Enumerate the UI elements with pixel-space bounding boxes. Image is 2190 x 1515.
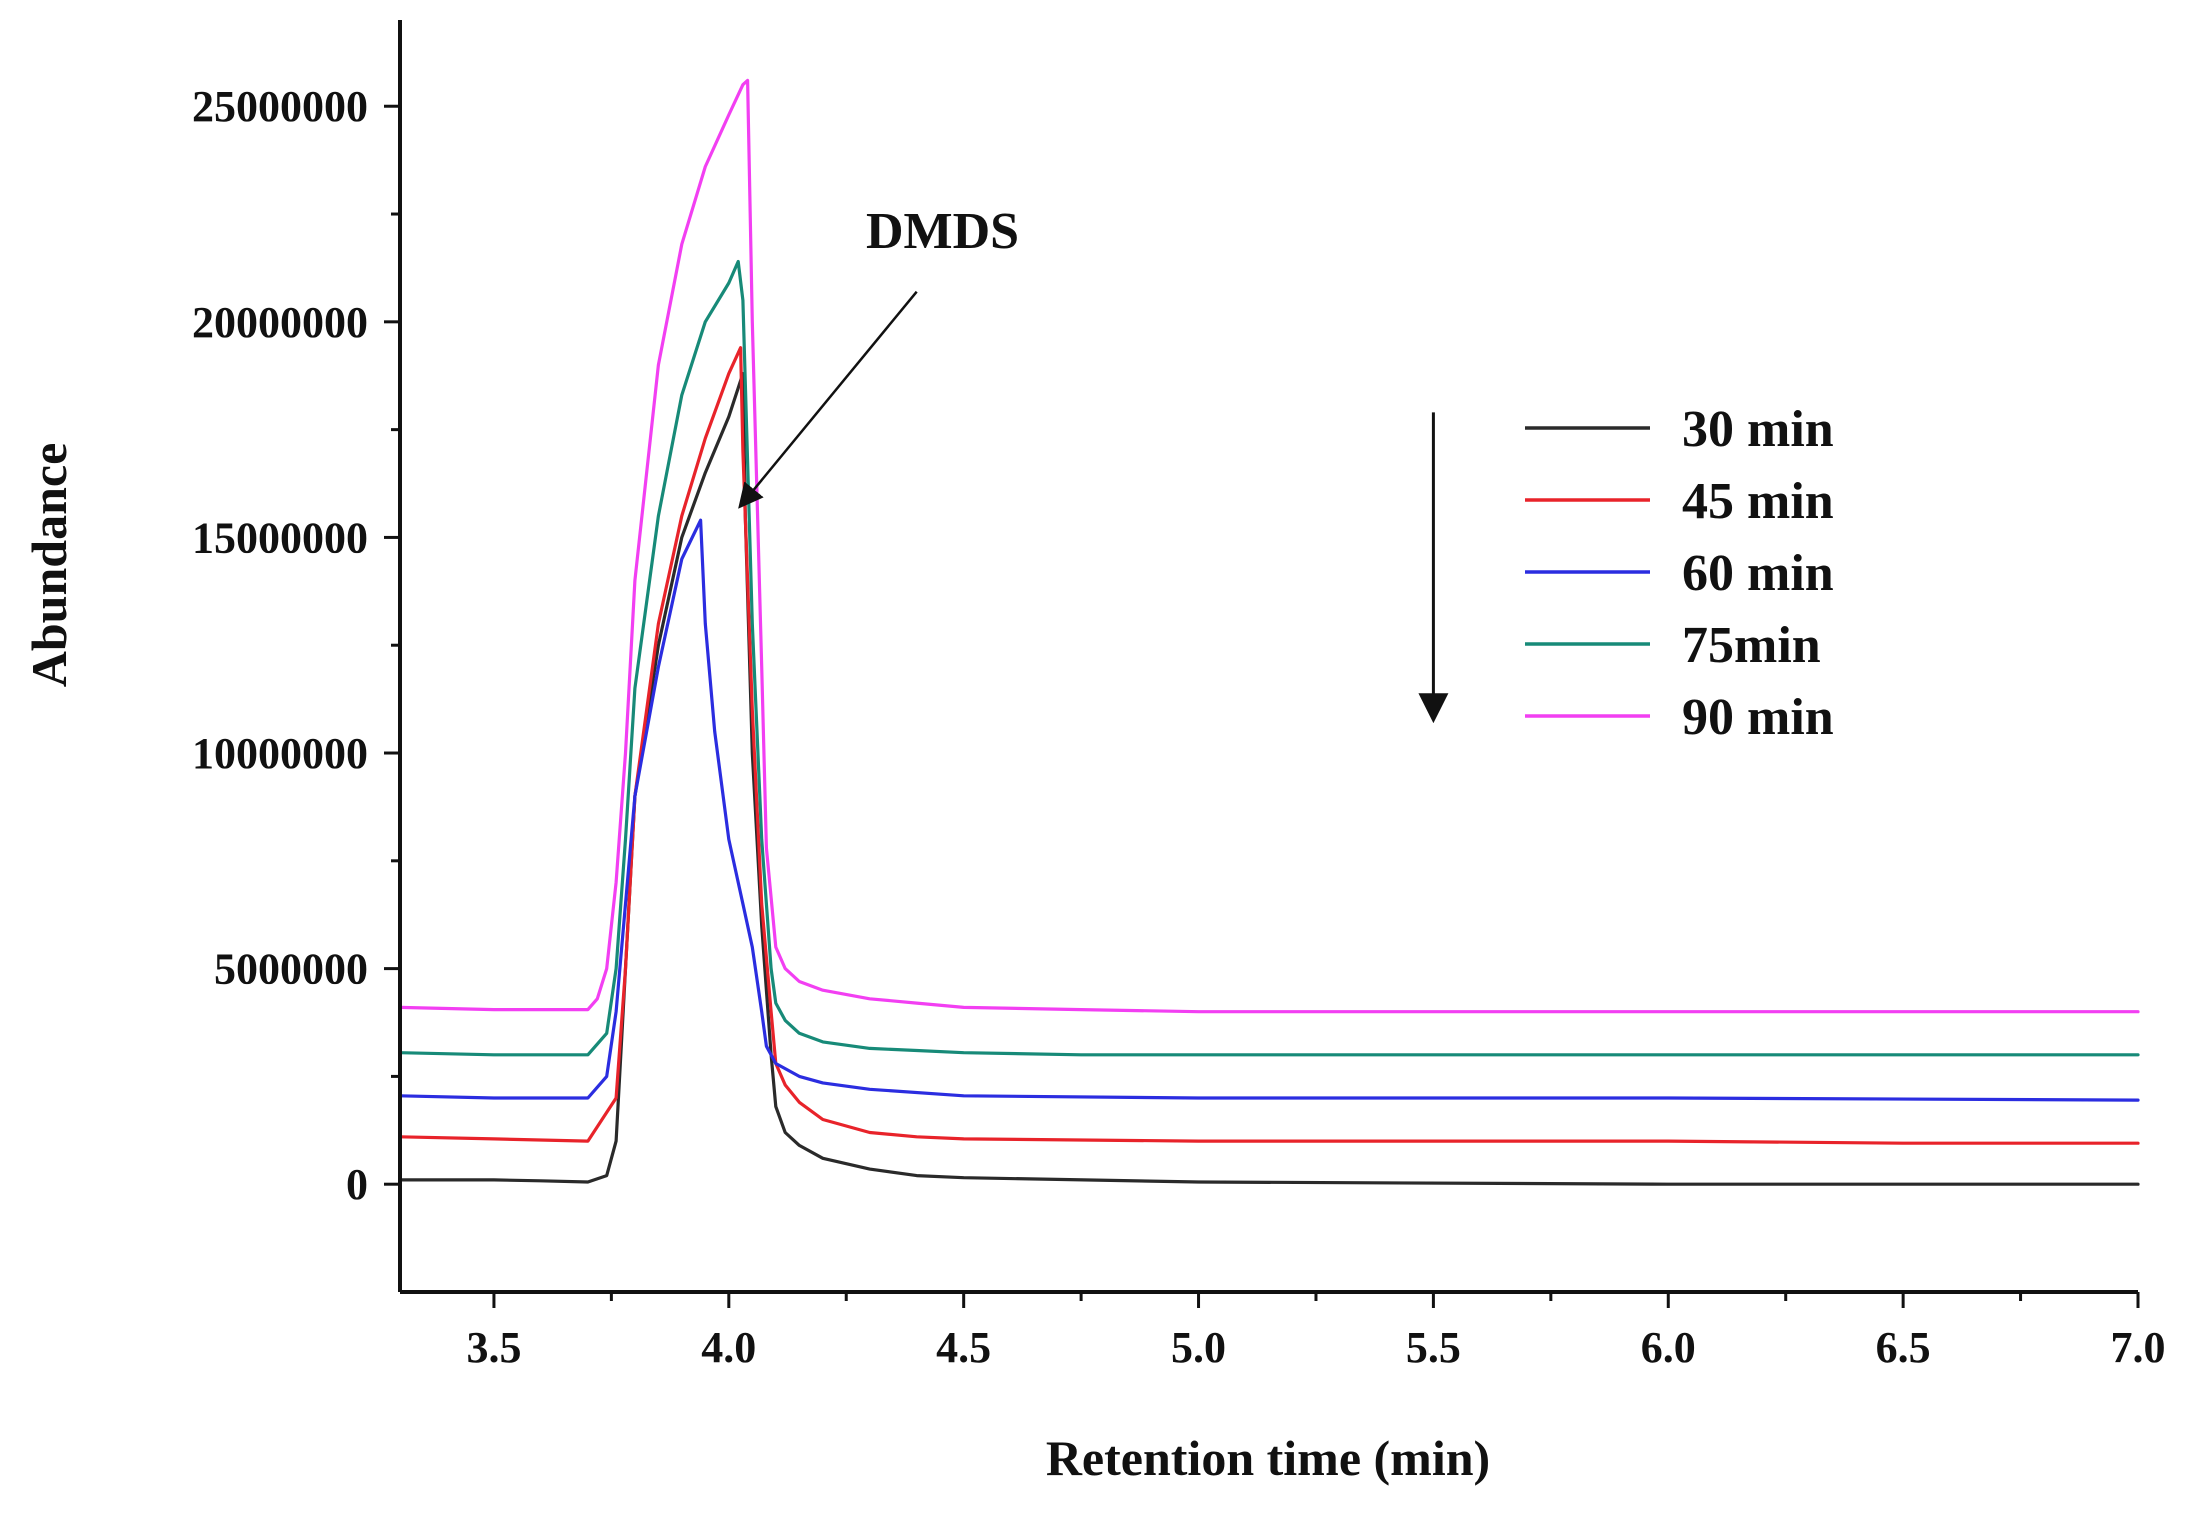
series-line-90-min [398,78,2140,1014]
series-line-30-min [398,372,2140,1186]
series-layer [398,78,2140,1186]
dmds-annotation: DMDS [738,203,1019,509]
plot-area: 3.5 4.0 4.5 5.0 5.5 6.0 6.5 7.0 0 5000000 1000000… [192,20,2166,1372]
series-line-60-min [398,518,2140,1102]
y-tick-label: 0 [346,1160,368,1209]
y-ticks: 0 5000000 10000000 15000000 20000000 25000000 [192,82,400,1209]
legend-label: 30 min [1682,401,1834,458]
series-line-45-min [398,346,2140,1145]
dmds-label: DMDS [866,203,1019,260]
x-tick-label: 6.5 [1876,1323,1931,1372]
x-axis-title: Retention time (min) [1046,1430,1490,1486]
x-tick-label: 5.5 [1406,1323,1461,1372]
y-tick-label: 25000000 [192,82,368,131]
legend-label: 60 min [1682,545,1834,602]
y-tick-label: 20000000 [192,298,368,347]
y-tick-label: 10000000 [192,729,368,778]
series-line-75min [398,259,2140,1057]
x-ticks: 3.5 4.0 4.5 5.0 5.5 6.0 6.5 7.0 [466,1292,2166,1372]
y-axis-title: Abundance [21,443,77,688]
x-tick-label: 6.0 [1641,1323,1696,1372]
dmds-arrow [738,290,918,509]
x-tick-label: 4.5 [936,1323,991,1372]
x-tick-label: 5.0 [1171,1323,1226,1372]
x-tick-label: 4.0 [701,1323,756,1372]
y-tick-label: 15000000 [192,513,368,562]
legend-label: 90 min [1682,689,1834,746]
legend-label: 45 min [1682,473,1834,530]
x-tick-label: 7.0 [2111,1323,2166,1372]
legend-label: 75min [1682,617,1821,674]
legend: 30 min 45 min 60 min 75min 90 min [1525,401,1834,746]
y-tick-label: 5000000 [214,945,368,994]
x-tick-label: 3.5 [466,1323,521,1372]
